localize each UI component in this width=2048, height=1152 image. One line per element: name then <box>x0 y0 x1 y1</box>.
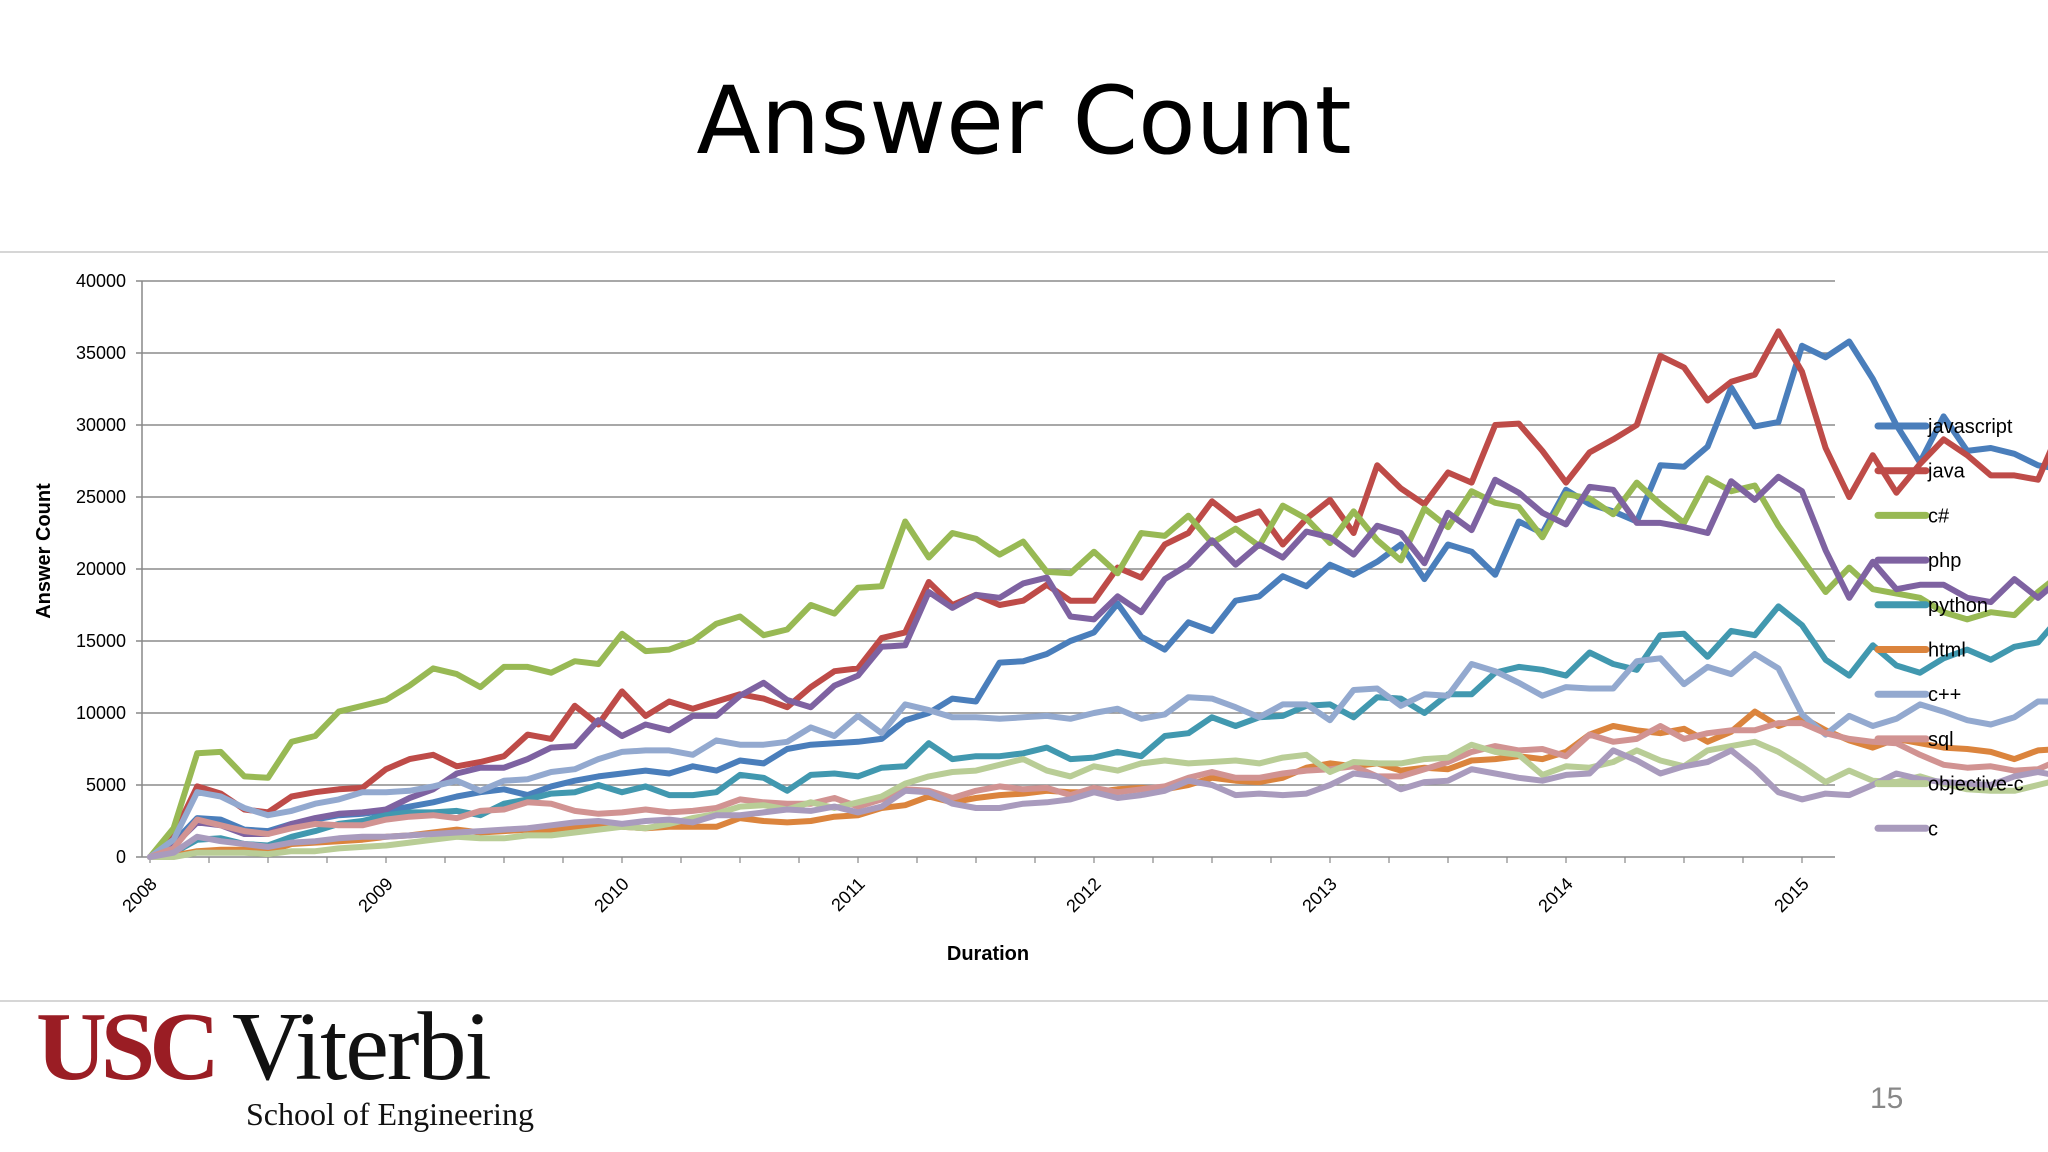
y-tick-label-25000: 25000 <box>76 487 126 507</box>
x-tick-label-2012: 2012 <box>1062 874 1104 916</box>
y-axis-title: Answer Count <box>33 483 55 619</box>
y-tick-label-40000: 40000 <box>76 271 126 291</box>
logo-usc-mark: USC <box>36 993 220 1101</box>
legend-label-python: python <box>1928 595 1988 617</box>
x-tick-label-2013: 2013 <box>1298 874 1340 916</box>
x-axis-title: Duration <box>947 943 1029 965</box>
series-line-c <box>147 747 2048 860</box>
legend-label-c#: c# <box>1928 505 1950 527</box>
y-tick-label-15000: 15000 <box>76 631 126 651</box>
gridlines <box>142 280 1835 858</box>
y-tick-label-20000: 20000 <box>76 559 126 579</box>
series-line-objective-c <box>147 738 2048 860</box>
series-line-c# <box>147 475 2048 860</box>
y-tick-label-10000: 10000 <box>76 703 126 723</box>
legend-label-java: java <box>1927 461 1966 483</box>
x-tick-label-2015: 2015 <box>1770 874 1812 916</box>
series-line-c++ <box>147 651 2048 860</box>
x-tick-label-2014: 2014 <box>1534 874 1576 916</box>
legend-label-c++: c++ <box>1928 684 1961 706</box>
legend-label-html: html <box>1928 640 1966 662</box>
page-number: 15 <box>1870 1082 1904 1115</box>
legend-label-objective-c: objective-c <box>1928 774 2024 796</box>
y-tick-label-5000: 5000 <box>86 775 126 795</box>
series-line-java <box>147 328 2048 860</box>
series-line-sql <box>147 720 2048 860</box>
slide-title: Answer Count <box>696 67 1352 176</box>
series-lines <box>147 328 2048 860</box>
x-tick-label-2010: 2010 <box>590 874 632 916</box>
usc-viterbi-logo: USC Viterbi School of Engineering <box>36 998 596 1152</box>
chart-frame <box>0 251 2048 1002</box>
legend-label-c: c <box>1928 818 1938 840</box>
y-tick-label-0: 0 <box>116 847 126 867</box>
series-line-javascript <box>147 338 2048 860</box>
legend-label-javascript: javascript <box>1927 416 2013 438</box>
series-line-php <box>147 473 2048 860</box>
legend-label-php: php <box>1928 550 1961 572</box>
logo-school-subtitle: School of Engineering <box>246 1096 534 1132</box>
x-tick-label-2011: 2011 <box>827 874 869 916</box>
y-tick-label-35000: 35000 <box>76 343 126 363</box>
legend: javascript java c# php python html c++ sql objec… <box>1874 416 2024 840</box>
x-tick-label-2009: 2009 <box>354 874 396 916</box>
logo-viterbi-wordmark: Viterbi <box>232 993 492 1101</box>
answer-count-line-chart: 0 5000 10000 15000 20000 25000 30000 35000 40000… <box>33 271 2048 965</box>
y-tick-label-30000: 30000 <box>76 415 126 435</box>
x-tick-label-2008: 2008 <box>118 874 160 916</box>
legend-label-sql: sql <box>1928 729 1954 751</box>
